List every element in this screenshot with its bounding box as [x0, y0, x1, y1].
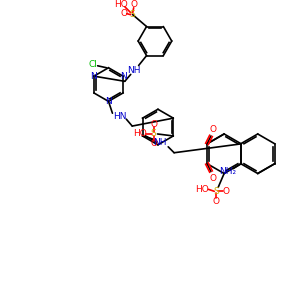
Text: Cl: Cl	[88, 60, 97, 69]
Text: HO: HO	[196, 185, 209, 194]
Text: S: S	[213, 187, 219, 196]
Text: HO: HO	[133, 130, 147, 139]
Text: O: O	[213, 197, 220, 206]
Text: O: O	[130, 0, 137, 9]
Text: O: O	[150, 120, 157, 129]
Text: N: N	[120, 72, 126, 81]
Text: NH: NH	[127, 66, 140, 75]
Text: O: O	[150, 140, 157, 148]
Text: NH₂: NH₂	[219, 167, 236, 176]
Text: S: S	[151, 130, 156, 139]
Text: N: N	[105, 97, 112, 106]
Text: N: N	[91, 72, 97, 81]
Text: NH: NH	[154, 138, 167, 147]
Text: O: O	[209, 124, 216, 134]
Text: O: O	[209, 174, 216, 183]
Text: HO: HO	[114, 0, 128, 9]
Text: O: O	[120, 9, 127, 18]
Text: HN: HN	[114, 112, 127, 121]
Text: S: S	[130, 10, 136, 19]
Text: O: O	[223, 187, 230, 196]
